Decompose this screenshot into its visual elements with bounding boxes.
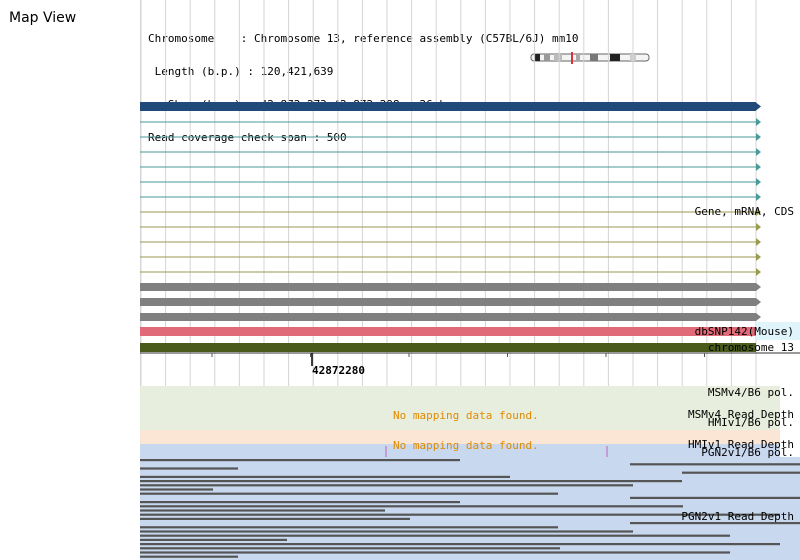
grid-lines — [140, 0, 757, 458]
mrna-track-arrow — [756, 208, 761, 216]
dbsnp-track[interactable] — [140, 327, 756, 336]
chromosome-track[interactable] — [140, 343, 756, 352]
dbsnp-track-label: dbSNP142(Mouse) — [694, 325, 794, 338]
pgn-read-depth-plot — [140, 459, 800, 558]
read-alignment — [140, 467, 238, 470]
read-alignment — [140, 530, 633, 533]
read-alignment — [140, 501, 460, 504]
ruler-ticks — [211, 353, 705, 357]
pgn-pol-label: PGN2v1/B6 pol. — [701, 446, 794, 459]
ideogram-band — [544, 54, 550, 61]
read-alignment — [630, 463, 800, 466]
cds-track — [140, 313, 756, 321]
read-alignment — [140, 480, 682, 483]
mrna-track-arrow — [756, 133, 761, 141]
chromosome-info: Chromosome : Chromosome 13, reference as… — [148, 32, 579, 45]
read-alignment — [630, 522, 800, 525]
read-alignment — [140, 517, 410, 520]
hmi-no-data-message: No mapping data found. — [393, 439, 539, 452]
ideogram-band — [576, 54, 580, 61]
read-alignment — [630, 496, 800, 499]
msm-no-data-message: No mapping data found. — [393, 409, 539, 422]
gene-track-label: Gene, mRNA, CDS — [694, 205, 794, 218]
gene-track-arrow — [756, 102, 761, 111]
dbsnp-track-extension — [756, 322, 800, 340]
chromosome-track-label: chromosome 13 — [707, 341, 794, 354]
ideogram-band — [590, 54, 598, 61]
mrna-track-arrow — [756, 238, 761, 246]
read-alignment — [140, 484, 633, 487]
gene-track — [140, 102, 756, 111]
read-alignment — [140, 488, 213, 491]
mrna-track-arrow — [756, 163, 761, 171]
mrna-track-arrow — [756, 178, 761, 186]
track-area — [140, 0, 800, 458]
hmi-pol-band — [140, 430, 780, 444]
cds-track-arrow — [756, 298, 761, 306]
msm-depth-label: MSMv4 Read Depth — [688, 408, 794, 421]
hmi-pol-label: HMIv1/B6 pol. — [707, 416, 794, 429]
mrna-track-arrow — [756, 268, 761, 276]
mrna-track-arrow — [756, 253, 761, 261]
msm-pol-band — [140, 386, 780, 400]
read-alignment — [140, 459, 460, 462]
map-view-title: Map View — [9, 10, 77, 26]
ideogram-band — [554, 54, 562, 61]
ideogram-band — [610, 54, 620, 61]
msm-pol-label: MSMv4/B6 pol. — [707, 386, 794, 399]
length-info: Length (b.p.) : 120,421,639 — [148, 65, 334, 78]
read-alignment — [140, 534, 730, 537]
pgn-depth-label: PGN2v1 Read Depth — [681, 510, 794, 523]
mrna-track-arrow — [756, 223, 761, 231]
mrna-track-arrow — [756, 148, 761, 156]
read-alignment — [140, 555, 238, 558]
cds-track — [140, 283, 756, 291]
ideogram-position-marker — [571, 52, 573, 64]
read-alignment — [140, 509, 385, 512]
read-alignment — [140, 526, 558, 529]
left-label-panel: Map View — [0, 0, 141, 560]
mrna-track-arrow — [756, 193, 761, 201]
cds-track — [140, 298, 756, 306]
pgn-depth-background — [140, 457, 800, 560]
ruler-position-label: 42872280 — [312, 364, 365, 377]
hmi-depth-band — [140, 444, 780, 458]
gene-mrna-cds-tracks — [140, 102, 761, 321]
read-alignment — [140, 551, 730, 554]
ideogram-band — [534, 54, 540, 61]
read-alignment — [140, 513, 780, 516]
read-alignment — [140, 547, 560, 550]
mrna-track-arrow — [756, 118, 761, 126]
read-alignment — [140, 538, 287, 541]
cds-track-arrow — [756, 313, 761, 321]
read-alignment — [140, 492, 558, 495]
read-alignment — [140, 543, 780, 546]
msm-depth-band — [140, 400, 780, 430]
hmi-depth-label: HMIv1 Read Depth — [688, 438, 794, 451]
read-alignment — [140, 505, 683, 508]
cds-track-arrow — [756, 283, 761, 291]
read-alignment — [682, 471, 800, 474]
read-alignment — [140, 475, 510, 478]
